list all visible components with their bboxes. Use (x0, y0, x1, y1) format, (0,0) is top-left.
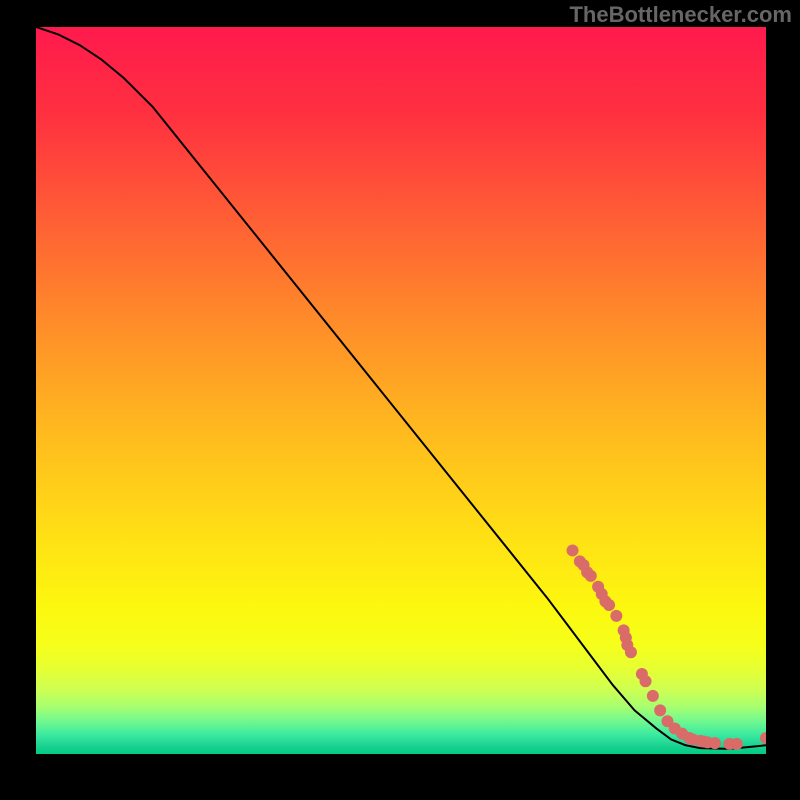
bottleneck-chart (36, 27, 766, 754)
data-point (603, 599, 615, 611)
data-point (610, 610, 622, 622)
data-point (567, 544, 579, 556)
watermark-text: TheBottlenecker.com (569, 2, 792, 28)
data-point (585, 570, 597, 582)
data-point (731, 738, 743, 750)
data-point (654, 704, 666, 716)
data-point (640, 675, 652, 687)
data-point (625, 646, 637, 658)
chart-svg (36, 27, 766, 754)
data-point (647, 690, 659, 702)
chart-background (36, 27, 766, 754)
data-point (709, 737, 721, 749)
